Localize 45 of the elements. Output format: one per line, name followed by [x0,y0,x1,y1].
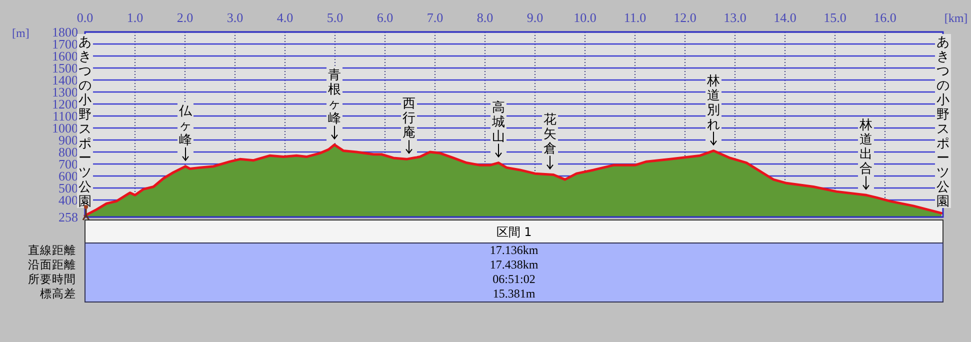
annotation: 青根ヶ峰 [328,68,341,126]
x-tick-label: 8.0 [476,10,494,25]
annotation: 高城山 [491,99,505,144]
text: 標高差 [40,286,76,300]
x-tick-label: 16.0 [874,10,896,25]
x-axis-title: [km] [944,11,968,25]
text: 17.136km [490,243,539,257]
annotation: 高城山 [490,99,506,160]
x-tick-label: 1.0 [126,10,144,25]
x-tick-label: 11.0 [624,10,646,25]
annotation: 西行庵 [401,96,417,156]
text: 区間 1 [496,225,532,239]
annotation: 仏ヶ峰 [178,104,193,148]
x-tick-label: 4.0 [276,10,294,25]
annotation: 仏ヶ峰 [178,102,194,164]
text: 15.381m [492,286,536,300]
annotation: 花矢倉 [542,111,558,172]
x-tick-label: 9.0 [526,10,544,25]
y-tick-label: 258 [58,210,78,224]
text: 06:51:02 [492,272,536,286]
x-tick-label: 6.0 [376,10,394,25]
annotation: 花矢倉 [544,112,556,156]
y-axis-title: [m] [12,26,30,40]
annotation: 林道出合 [858,118,872,177]
x-tick-label: 0.0 [76,10,94,25]
x-tick-label: 15.0 [824,10,846,25]
x-tick-label: 12.0 [674,10,696,25]
text: 沿面距離 [28,258,76,272]
x-tick-label: 5.0 [326,10,344,25]
annotation: 林道別れ [706,74,720,132]
x-tick-label: 2.0 [176,10,194,25]
x-tick-label: 10.0 [574,10,596,25]
x-tick-label: 3.0 [226,10,244,25]
annotation: 林道出合 [858,117,874,192]
annotation: 西行庵 [402,96,416,141]
text: 所要時間 [28,272,76,286]
x-tick-label: 13.0 [724,10,746,25]
x-tick-label: 7.0 [426,10,444,25]
annotation: 林道別れ [706,72,722,148]
text: 直線距離 [28,243,76,257]
text: 17.438km [490,258,539,272]
annotation: あきつの小野スポーツ公園 [77,34,93,210]
x-tick-label: 14.0 [774,10,796,25]
annotation: 青根ヶ峰 [326,66,342,142]
annotation: あきつの小野スポーツ公園 [935,34,951,210]
